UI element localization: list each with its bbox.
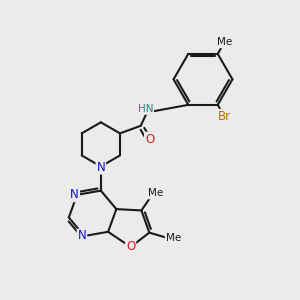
Text: Me: Me [217, 38, 232, 47]
Text: N: N [70, 188, 79, 201]
Text: Me: Me [148, 188, 163, 198]
Text: O: O [145, 133, 154, 146]
Text: N: N [78, 230, 86, 242]
Text: HN: HN [138, 104, 153, 114]
Text: Me: Me [166, 233, 181, 243]
Text: Br: Br [218, 110, 231, 123]
Text: O: O [126, 241, 135, 254]
Text: N: N [97, 160, 105, 174]
